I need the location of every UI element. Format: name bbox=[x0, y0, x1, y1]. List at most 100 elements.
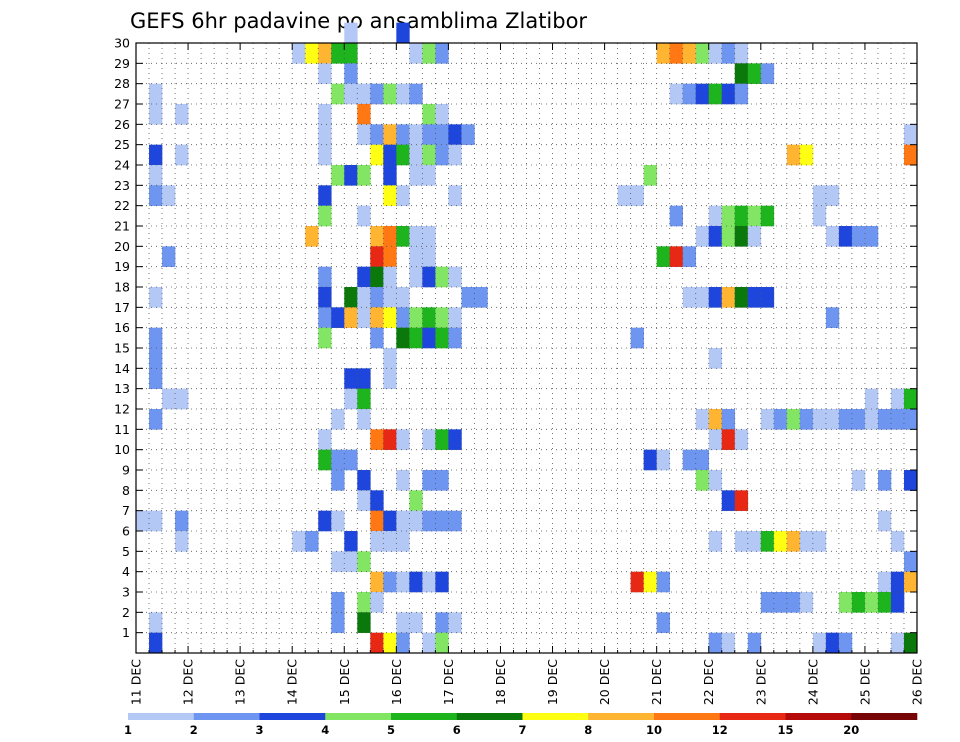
heatmap-cell bbox=[799, 409, 814, 430]
heatmap-cell bbox=[435, 429, 449, 450]
heatmap-cell bbox=[422, 226, 436, 247]
heatmap-cell bbox=[370, 571, 384, 593]
heatmap-cell bbox=[864, 226, 879, 247]
heatmap-cell bbox=[396, 185, 410, 206]
x-tick-label: 25 DEC bbox=[857, 659, 872, 705]
heatmap-cell bbox=[331, 592, 345, 613]
heatmap-cell bbox=[851, 226, 866, 247]
heatmap-cell bbox=[656, 246, 670, 267]
heatmap-cell bbox=[305, 226, 319, 247]
heatmap-cell bbox=[370, 429, 384, 450]
heatmap-cell bbox=[396, 327, 410, 349]
heatmap-cell bbox=[708, 531, 723, 552]
heatmap-cell bbox=[448, 612, 462, 633]
heatmap-cell bbox=[422, 632, 436, 654]
heatmap-cell bbox=[617, 185, 631, 206]
heatmap-cell bbox=[175, 510, 189, 532]
heatmap-cell bbox=[370, 287, 384, 308]
heatmap-cell bbox=[383, 266, 397, 288]
heatmap-cell bbox=[383, 287, 397, 308]
x-tick-label: 21 DEC bbox=[649, 659, 664, 705]
heatmap-cell bbox=[734, 83, 749, 105]
heatmap-cell bbox=[383, 307, 397, 328]
heatmap-cell bbox=[864, 592, 879, 613]
heatmap-cell bbox=[331, 307, 345, 328]
heatmap-cell bbox=[448, 307, 462, 328]
heatmap-cell bbox=[292, 531, 306, 552]
heatmap-cell bbox=[903, 551, 918, 572]
heatmap-cell bbox=[669, 83, 683, 105]
colorbar-swatch bbox=[851, 713, 918, 720]
heatmap-cell bbox=[760, 205, 775, 227]
heatmap-cell bbox=[734, 287, 749, 308]
y-tick-label: 17 bbox=[114, 300, 130, 315]
heatmap-cell bbox=[370, 226, 384, 247]
y-tick-label: 10 bbox=[114, 442, 130, 457]
heatmap-cell bbox=[864, 409, 879, 430]
colorbar-swatch bbox=[456, 713, 523, 720]
heatmap-cell bbox=[162, 388, 176, 410]
heatmap-cell bbox=[422, 510, 436, 532]
y-tick-label: 1 bbox=[122, 625, 130, 640]
heatmap-cell bbox=[422, 307, 436, 328]
heatmap-cell bbox=[357, 551, 371, 572]
heatmap-cell bbox=[396, 612, 410, 633]
heatmap-cell bbox=[149, 327, 163, 349]
heatmap-cell bbox=[396, 429, 410, 450]
heatmap-cell bbox=[136, 510, 150, 532]
x-axis-ticks: 11 DEC 12 DEC 13 DEC 14 DEC 15 DEC 16 DEC 17 D… bbox=[129, 43, 925, 705]
heatmap-cell bbox=[422, 327, 436, 349]
heatmap-cell bbox=[357, 409, 371, 430]
heatmap-cell bbox=[344, 531, 358, 552]
heatmap-cell bbox=[383, 571, 397, 593]
y-tick-label: 8 bbox=[122, 483, 130, 498]
colorbar-label: 6 bbox=[453, 723, 461, 737]
heatmap-cell bbox=[890, 632, 905, 654]
colorbar-swatch bbox=[588, 713, 655, 720]
heatmap-cell bbox=[344, 63, 358, 84]
heatmap-cell bbox=[357, 490, 371, 511]
heatmap-cell bbox=[903, 632, 918, 654]
heatmap-cell bbox=[357, 388, 371, 410]
heatmap-cell bbox=[409, 612, 423, 633]
heatmap-cell bbox=[344, 307, 358, 328]
heatmap-cell bbox=[786, 409, 801, 430]
grid-lines bbox=[136, 43, 917, 653]
heatmap-cell bbox=[708, 409, 723, 430]
heatmap-cell bbox=[435, 510, 449, 532]
y-tick-label: 2 bbox=[122, 605, 130, 620]
y-tick-label: 16 bbox=[114, 320, 130, 335]
x-tick-label: 19 DEC bbox=[545, 659, 560, 705]
heatmap-cell bbox=[448, 266, 462, 288]
heatmap-cell bbox=[435, 632, 449, 654]
colorbar-swatch bbox=[522, 713, 589, 720]
heatmap-cell bbox=[396, 124, 410, 145]
heatmap-cell bbox=[435, 144, 449, 166]
heatmap-cell bbox=[149, 348, 163, 369]
heatmap-cell bbox=[695, 409, 710, 430]
heatmap-cell bbox=[383, 144, 397, 166]
heatmap-cell bbox=[305, 531, 319, 552]
heatmap-cell bbox=[877, 510, 892, 532]
y-tick-label: 7 bbox=[122, 503, 130, 518]
heatmap-cell bbox=[344, 83, 358, 105]
y-axis-ticks: 1234567891011121314151617181920212223242… bbox=[114, 36, 917, 640]
heatmap-cell bbox=[344, 22, 358, 44]
heatmap-cell bbox=[708, 470, 723, 491]
heatmap-cell bbox=[331, 165, 345, 186]
x-tick-label: 22 DEC bbox=[701, 659, 716, 705]
heatmap-cell bbox=[734, 43, 749, 64]
x-tick-label: 14 DEC bbox=[285, 659, 300, 705]
heatmap-cell bbox=[708, 205, 723, 227]
heatmap-cell bbox=[331, 43, 345, 64]
heatmap-cell bbox=[435, 43, 449, 64]
colorbar-swatch bbox=[193, 713, 260, 720]
heatmap-cell bbox=[318, 104, 332, 125]
heatmap-cell bbox=[448, 124, 462, 145]
heatmap-cell bbox=[877, 592, 892, 613]
heatmap-cell bbox=[656, 43, 670, 64]
heatmap-cell bbox=[448, 327, 462, 349]
heatmap-cell bbox=[370, 83, 384, 105]
y-tick-label: 12 bbox=[114, 402, 130, 417]
heatmap-cell bbox=[409, 266, 423, 288]
